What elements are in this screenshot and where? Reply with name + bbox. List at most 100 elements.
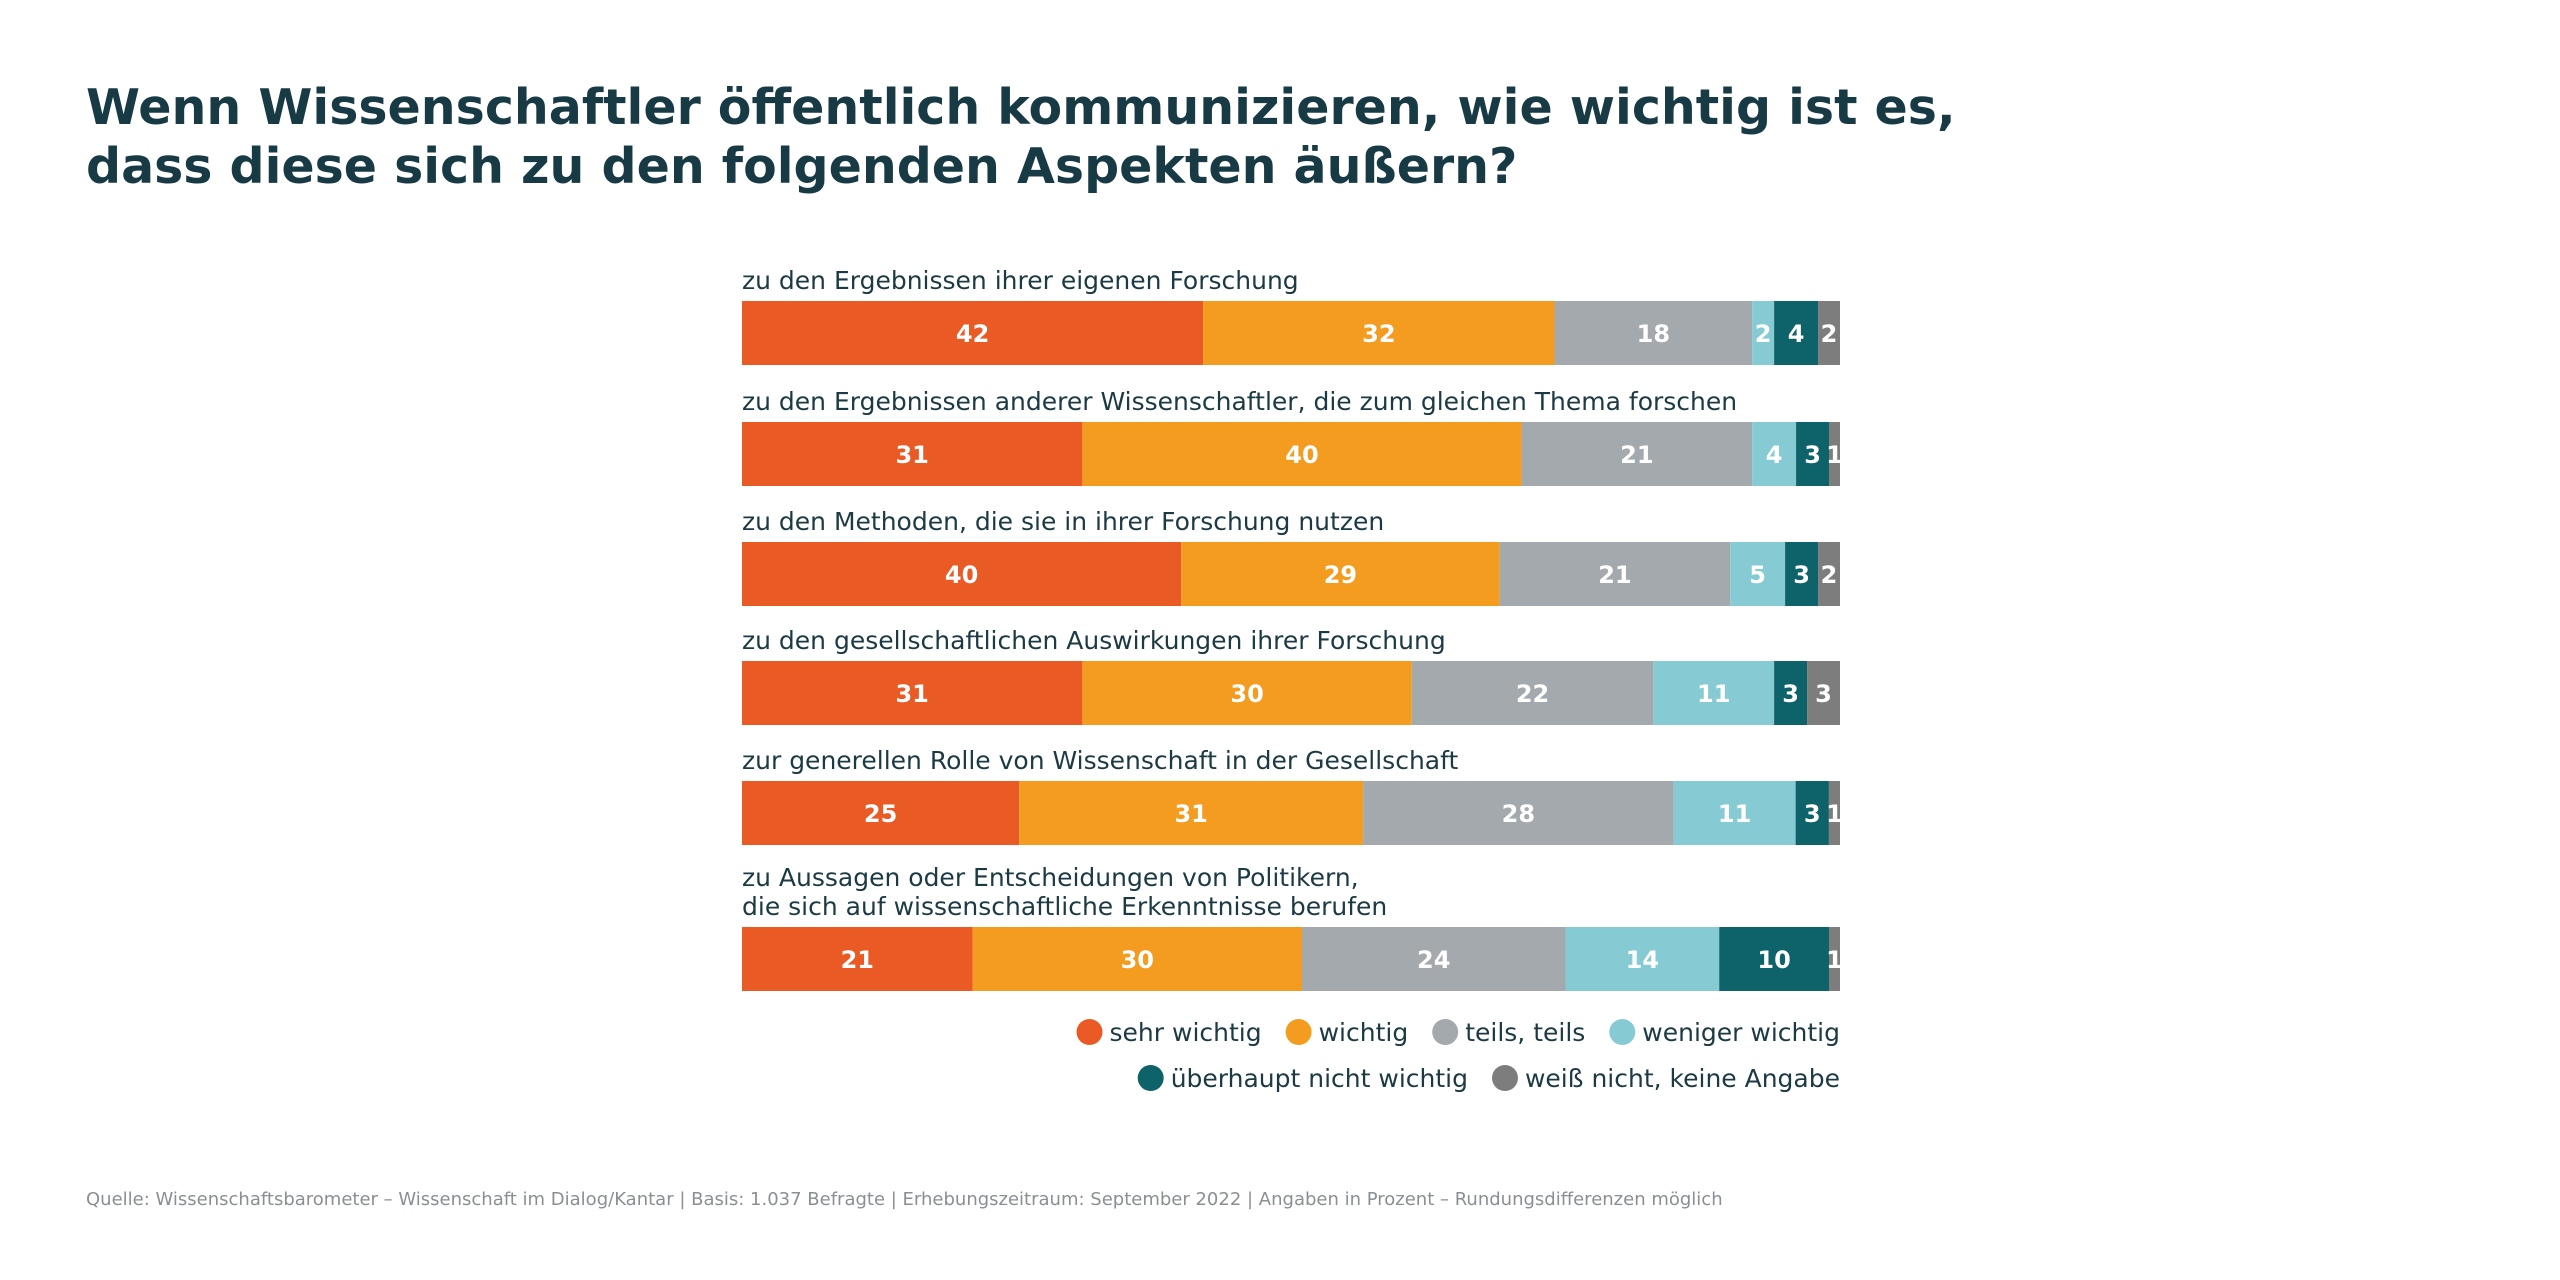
bar-segment [742, 542, 1182, 606]
data-label: 11 [1697, 680, 1730, 708]
bar-row: zur generellen Rolle von Wissenschaft in… [742, 746, 1843, 845]
data-label: 29 [1324, 561, 1357, 589]
bar-segment [742, 781, 1020, 845]
bar-segment [742, 422, 1083, 486]
data-label: 32 [1362, 320, 1395, 348]
bar-segment [1818, 542, 1840, 606]
legend-item: teils, teils [1432, 1018, 1585, 1047]
bar-segment [1554, 301, 1753, 365]
data-label: 1 [1826, 800, 1843, 828]
bar-segment [1565, 927, 1720, 991]
bar-segment [1795, 781, 1829, 845]
bar-segment [1082, 661, 1412, 725]
data-label: 21 [841, 946, 874, 974]
bar-row: zu den Ergebnissen anderer Wissenschaftl… [742, 387, 1843, 486]
legend-item: überhaupt nicht wichtig [1137, 1064, 1468, 1093]
data-label: 24 [1417, 946, 1450, 974]
bar-segment [1730, 542, 1786, 606]
legend-item: sehr wichtig [1076, 1018, 1262, 1047]
bar-segment [1673, 781, 1796, 845]
bar-row: zu den Methoden, die sie in ihrer Forsch… [742, 507, 1840, 606]
legend-label: wichtig [1319, 1018, 1409, 1047]
data-label: 31 [895, 441, 928, 469]
legend-swatch [1432, 1019, 1459, 1045]
bar-segment [1363, 781, 1674, 845]
data-label: 2 [1755, 320, 1772, 348]
data-label: 11 [1718, 800, 1751, 828]
data-label: 1 [1826, 441, 1843, 469]
legend: sehr wichtig wichtig teils, teils weniger w… [1076, 1018, 1840, 1093]
data-label: 5 [1749, 561, 1766, 589]
data-label: 3 [1815, 680, 1832, 708]
bar-segment [1752, 422, 1797, 486]
category-label: zu den Methoden, die sie in ihrer Forsch… [742, 507, 1384, 536]
data-label: 3 [1804, 800, 1821, 828]
data-label: 1 [1826, 946, 1843, 974]
bar-segment [1521, 422, 1753, 486]
bar-segment [1774, 661, 1808, 725]
bar-segment [1828, 781, 1840, 845]
category-label: zu den gesellschaftlichen Auswirkungen i… [742, 626, 1446, 655]
data-label: 30 [1230, 680, 1263, 708]
bar-segment [1499, 542, 1731, 606]
legend-swatch [1609, 1019, 1636, 1045]
legend-swatch [1285, 1019, 1312, 1045]
bar-segment [972, 927, 1302, 991]
bar-segment [742, 927, 973, 991]
category-label: die sich auf wissenschaftliche Erkenntni… [742, 892, 1387, 921]
bar-segment [1301, 927, 1566, 991]
legend-item: weniger wichtig [1609, 1018, 1840, 1047]
bar-segment [1203, 301, 1555, 365]
bar-row: zu den gesellschaftlichen Auswirkungen i… [742, 626, 1840, 725]
data-label: 30 [1121, 946, 1154, 974]
category-label: zu den Ergebnissen anderer Wissenschaftl… [742, 387, 1737, 416]
data-label: 3 [1793, 561, 1810, 589]
data-label: 10 [1757, 946, 1790, 974]
data-label: 3 [1804, 441, 1821, 469]
data-label: 25 [864, 800, 897, 828]
legend-swatch [1491, 1065, 1518, 1091]
chart-title: Wenn Wissenschaftler öffentlich kommuniz… [86, 78, 1986, 196]
data-label: 28 [1502, 800, 1535, 828]
data-label: 4 [1788, 320, 1805, 348]
category-label: zur generellen Rolle von Wissenschaft in… [742, 746, 1458, 775]
data-label: 22 [1516, 680, 1549, 708]
data-label: 42 [956, 320, 989, 348]
bar-segment [1807, 661, 1840, 725]
legend-label: sehr wichtig [1110, 1018, 1262, 1047]
bar-segment [1829, 927, 1840, 991]
source-note: Quelle: Wissenschaftsbarometer – Wissens… [86, 1189, 1723, 1210]
category-label: zu Aussagen oder Entscheidungen von Poli… [742, 863, 1359, 892]
data-label: 2 [1821, 561, 1838, 589]
bar-segment [1719, 927, 1830, 991]
legend-label: überhaupt nicht wichtig [1171, 1064, 1468, 1093]
legend-item: weiß nicht, keine Angabe [1491, 1064, 1840, 1093]
legend-item: wichtig [1285, 1018, 1409, 1047]
legend-swatch [1076, 1019, 1103, 1045]
bar-segment [742, 301, 1204, 365]
chart-title-line-1: Wenn Wissenschaftler öffentlich kommuniz… [86, 79, 1956, 136]
bar-segment [1785, 542, 1819, 606]
bar-row: zu den Ergebnissen ihrer eigenen Forschu… [742, 266, 1840, 365]
data-label: 3 [1782, 680, 1799, 708]
chart-title-line-2: dass diese sich zu den folgenden Aspekte… [86, 138, 1518, 195]
legend-label: weiß nicht, keine Angabe [1525, 1064, 1840, 1093]
data-label: 18 [1637, 320, 1670, 348]
data-label: 40 [1285, 441, 1318, 469]
data-label: 14 [1626, 946, 1659, 974]
bar-segment [1796, 422, 1830, 486]
data-label: 21 [1598, 561, 1631, 589]
bar-segment [1411, 661, 1654, 725]
bar-segment [1181, 542, 1500, 606]
legend-swatch [1137, 1065, 1164, 1091]
bar-row: zu Aussagen oder Entscheidungen von Poli… [742, 863, 1843, 991]
bar-segment [1818, 301, 1840, 365]
data-label: 21 [1620, 441, 1653, 469]
data-label: 4 [1766, 441, 1783, 469]
data-label: 2 [1821, 320, 1838, 348]
bar-segment [1653, 661, 1775, 725]
bar-segment [1752, 301, 1775, 365]
data-label: 40 [945, 561, 978, 589]
bar-segment [742, 661, 1083, 725]
